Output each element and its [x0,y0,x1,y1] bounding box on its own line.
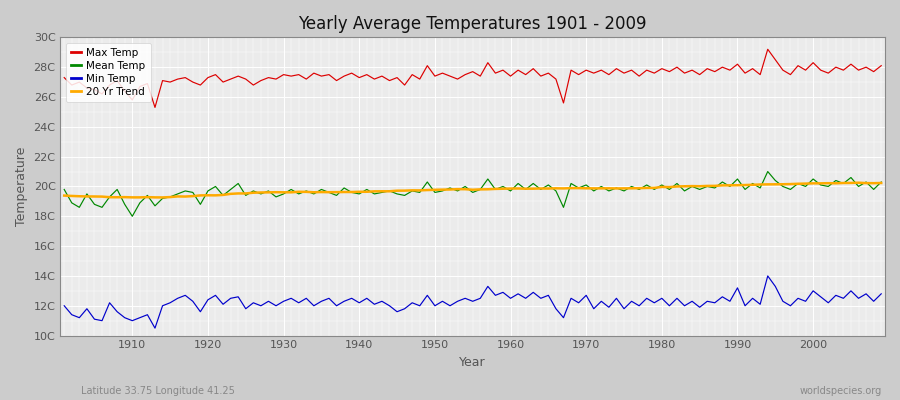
Text: Latitude 33.75 Longitude 41.25: Latitude 33.75 Longitude 41.25 [81,386,235,396]
Legend: Max Temp, Mean Temp, Min Temp, 20 Yr Trend: Max Temp, Mean Temp, Min Temp, 20 Yr Tre… [66,42,151,102]
Text: worldspecies.org: worldspecies.org [800,386,882,396]
Y-axis label: Temperature: Temperature [15,147,28,226]
Title: Yearly Average Temperatures 1901 - 2009: Yearly Average Temperatures 1901 - 2009 [299,15,647,33]
X-axis label: Year: Year [459,356,486,369]
